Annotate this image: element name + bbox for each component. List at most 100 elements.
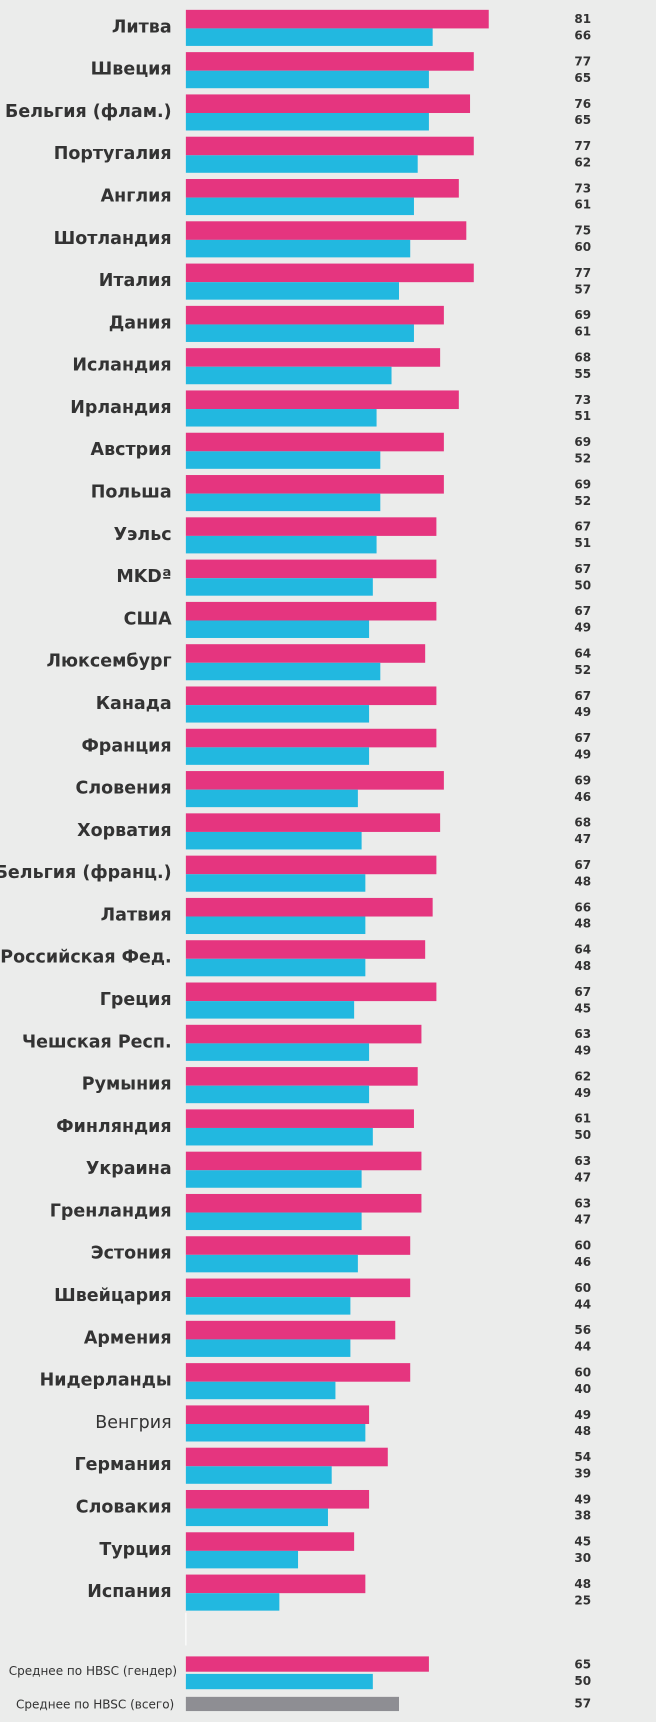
value-label: 62 (574, 155, 591, 169)
average-label: Среднее по HBSC (гендер) (9, 1664, 177, 1678)
bar (185, 136, 474, 156)
value-label: 47 (574, 1213, 591, 1227)
category-label: Чешская Респ. (22, 1032, 172, 1052)
bar (185, 1363, 411, 1382)
bar (185, 155, 418, 173)
bar (185, 282, 400, 300)
category-label: Хорватия (77, 821, 171, 841)
value-label: 57 (574, 282, 591, 296)
value-label: 69 (574, 308, 591, 322)
bar (185, 982, 437, 1002)
bar (185, 897, 433, 917)
category-label: Швеция (91, 60, 172, 80)
bar (185, 1193, 422, 1213)
value-label: 63 (574, 1154, 591, 1168)
value-label: 49 (574, 1408, 591, 1422)
average-label: Среднее по HBSC (всего) (16, 1698, 174, 1712)
category-label: Латвия (101, 905, 172, 925)
category-label: Румыния (82, 1075, 172, 1095)
bar (185, 620, 370, 638)
bar (185, 813, 441, 832)
value-label: 67 (574, 731, 591, 745)
value-label: 46 (574, 1255, 591, 1269)
value-label: 50 (574, 578, 591, 592)
category-label: Турция (99, 1540, 171, 1560)
category-label: Исландия (72, 356, 171, 376)
bar (185, 1696, 400, 1712)
bar (185, 644, 426, 663)
bar (185, 324, 414, 342)
value-label: 49 (574, 1492, 591, 1506)
value-label: 67 (574, 520, 591, 534)
category-label: Финляндия (56, 1117, 171, 1137)
bar (185, 1424, 366, 1442)
value-label: 64 (574, 647, 591, 661)
bar (185, 1489, 370, 1509)
bar (185, 221, 467, 240)
value-label: 49 (574, 1044, 591, 1058)
value-label: 56 (574, 1323, 591, 1337)
bar (185, 1085, 370, 1104)
category-label: Словакия (76, 1497, 172, 1517)
value-label: 44 (574, 1297, 591, 1311)
bar (185, 1466, 332, 1484)
value-label: 45 (574, 1001, 591, 1015)
value-label: 69 (574, 435, 591, 449)
value-label: 68 (574, 351, 591, 365)
value-label: 55 (574, 367, 591, 381)
bar (185, 1508, 328, 1527)
category-label: Украина (86, 1159, 172, 1179)
category-label: Уэльс (114, 525, 172, 545)
value-label: 57 (574, 1696, 591, 1710)
bar (185, 52, 474, 71)
bar (185, 747, 370, 765)
bar (185, 771, 444, 790)
bar (185, 1067, 418, 1086)
bar (185, 1673, 373, 1690)
value-label: 68 (574, 816, 591, 830)
value-label: 51 (574, 536, 591, 550)
value-label: 73 (574, 181, 591, 195)
category-label: Италия (99, 271, 172, 291)
category-label: Венгрия (95, 1413, 171, 1433)
category-label: MKDª (116, 567, 171, 587)
category-label: Гренландия (50, 1201, 172, 1221)
category-label: Российская Фед. (0, 948, 171, 968)
bar (185, 70, 429, 89)
value-label: 52 (574, 663, 591, 677)
value-label: 67 (574, 985, 591, 999)
bar (185, 432, 444, 452)
bar (185, 940, 426, 959)
value-label: 67 (574, 858, 591, 872)
value-label: 60 (574, 1239, 591, 1253)
value-label: 47 (574, 1170, 591, 1184)
value-label: 48 (574, 959, 591, 973)
value-label: 38 (574, 1509, 591, 1523)
bar (185, 874, 366, 892)
value-label: 61 (574, 325, 591, 339)
value-label: 51 (574, 409, 591, 423)
bar (185, 197, 414, 216)
bar (185, 1593, 280, 1611)
bar (185, 239, 411, 258)
value-label: 48 (574, 917, 591, 931)
bar (185, 475, 444, 494)
value-label: 65 (574, 113, 591, 127)
bar (185, 831, 362, 850)
bar (185, 1127, 373, 1146)
category-label: Франция (81, 736, 171, 756)
bar (185, 1278, 411, 1298)
bar (185, 1320, 396, 1340)
bar (185, 1297, 351, 1315)
value-label: 60 (574, 240, 591, 254)
value-label: 48 (574, 1577, 591, 1591)
bar (185, 1001, 355, 1019)
value-label: 49 (574, 748, 591, 762)
value-label: 39 (574, 1466, 591, 1480)
bar (185, 1151, 422, 1171)
value-label: 52 (574, 494, 591, 508)
category-label: Люксембург (46, 652, 171, 672)
category-label: Эстония (91, 1244, 172, 1264)
bar (185, 1212, 362, 1231)
